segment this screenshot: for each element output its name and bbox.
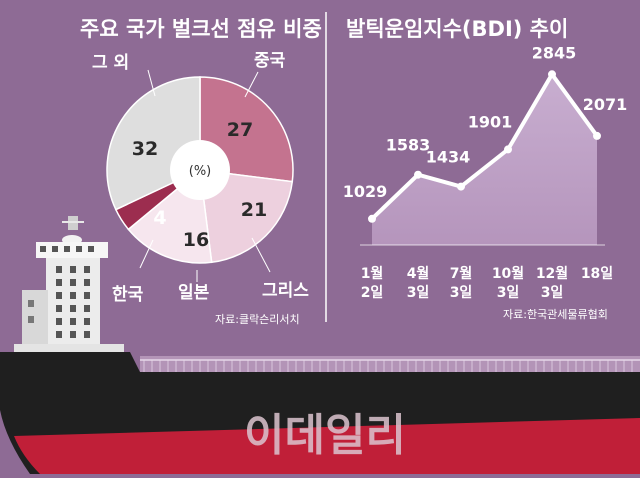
pie-center-label: (%) <box>189 164 212 179</box>
leader-china <box>244 71 259 98</box>
pie-label-china: 중국 <box>254 51 286 71</box>
ship-window <box>56 266 62 273</box>
pie-source: 자료:클락슨리서치 <box>215 313 300 326</box>
pie-label-greece: 그리스 <box>262 281 309 301</box>
bdi-source: 자료:한국관세물류협회 <box>503 308 608 321</box>
bdi-x-tick: 10월 <box>492 265 524 282</box>
bdi-point <box>457 182 465 191</box>
bdi-x-tick: 7월 <box>450 265 473 282</box>
bdi-value-label: 1583 <box>386 136 431 155</box>
ship-window <box>84 331 90 338</box>
pie-center-hole <box>170 140 230 200</box>
bdi-value-label: 1029 <box>343 182 388 201</box>
bdi-title: 발틱운임지수(BDI) 추이 <box>346 17 568 41</box>
bridge-window <box>64 246 70 252</box>
bdi-x-tick-sub: 3일 <box>497 285 520 301</box>
leader-korea <box>139 239 154 269</box>
pie-slice-greece <box>199 169 294 264</box>
ship-window <box>84 266 90 273</box>
ship-window <box>70 279 76 286</box>
ship-illustration: 이데일리 <box>0 216 640 474</box>
ship-window <box>70 331 76 338</box>
ship-window <box>84 279 90 286</box>
pie-label-japan: 일본 <box>178 283 210 303</box>
bridge-window <box>52 246 58 252</box>
ship-railing <box>140 356 640 374</box>
bdi-point <box>368 214 376 223</box>
lower-window <box>28 300 34 307</box>
ship-window <box>70 305 76 312</box>
ship-window <box>56 331 62 338</box>
bridge-window <box>76 246 82 252</box>
pie-value-greece: 21 <box>241 199 267 221</box>
bdi-line <box>370 72 599 221</box>
bdi-x-tick-sub: 3일 <box>407 285 430 301</box>
ship-hull-red <box>14 418 640 474</box>
bdi-point <box>504 145 512 154</box>
ship-deck <box>14 344 124 352</box>
leader-others <box>147 69 156 97</box>
bdi-point <box>548 70 556 79</box>
pie-value-others: 32 <box>132 138 158 160</box>
bdi-value-label: 1434 <box>426 148 471 167</box>
bdi-x-tick-sub: 3일 <box>541 285 564 301</box>
bdi-x-tick-sub: 3일 <box>450 285 473 301</box>
ship-bridge <box>36 242 108 258</box>
pie-title: 주요 국가 벌크선 점유 비중 <box>80 17 322 41</box>
watermark: 이데일리 <box>244 410 406 461</box>
pie-label-korea: 한국 <box>112 285 144 305</box>
bdi-x-tick: 1월 <box>361 265 384 282</box>
ship-window <box>84 292 90 299</box>
ship-window <box>70 292 76 299</box>
pie-chart <box>106 76 294 264</box>
pie-label-others: 그 외 <box>92 53 129 73</box>
leader-greece <box>251 237 271 273</box>
bdi-x-tick: 18일 <box>581 266 613 282</box>
bdi-point <box>593 131 601 140</box>
ship-window <box>84 318 90 325</box>
bridge-window <box>88 246 94 252</box>
bdi-chart: 1029 1월 2일 1583 4월 3일 1434 7월 3일 1901 10월 3일 2845 12월… <box>343 43 628 301</box>
deck-railing <box>140 359 640 372</box>
ship-window <box>56 305 62 312</box>
ship-window <box>70 318 76 325</box>
ship-window <box>56 318 62 325</box>
ship-window <box>56 292 62 299</box>
ship-window <box>56 279 62 286</box>
bdi-value-label: 1901 <box>468 112 513 131</box>
ship-window <box>70 266 76 273</box>
bdi-x-tick: 12월 <box>536 265 568 282</box>
pie-value-china: 27 <box>227 119 253 141</box>
ship-lower-block <box>22 290 48 346</box>
bdi-x-tick-sub: 2일 <box>361 285 384 301</box>
bridge-window <box>40 246 46 252</box>
pie-value-japan: 16 <box>183 229 209 251</box>
bdi-point <box>414 170 422 179</box>
ship-window <box>84 305 90 312</box>
lower-window <box>28 316 34 323</box>
bdi-value-label: 2845 <box>532 43 577 62</box>
ship-windows <box>56 266 90 338</box>
bdi-x-tick: 4월 <box>407 265 430 282</box>
pie-value-korea: 4 <box>153 207 166 229</box>
bdi-value-label: 2071 <box>583 95 628 114</box>
bdi-area <box>372 74 597 245</box>
